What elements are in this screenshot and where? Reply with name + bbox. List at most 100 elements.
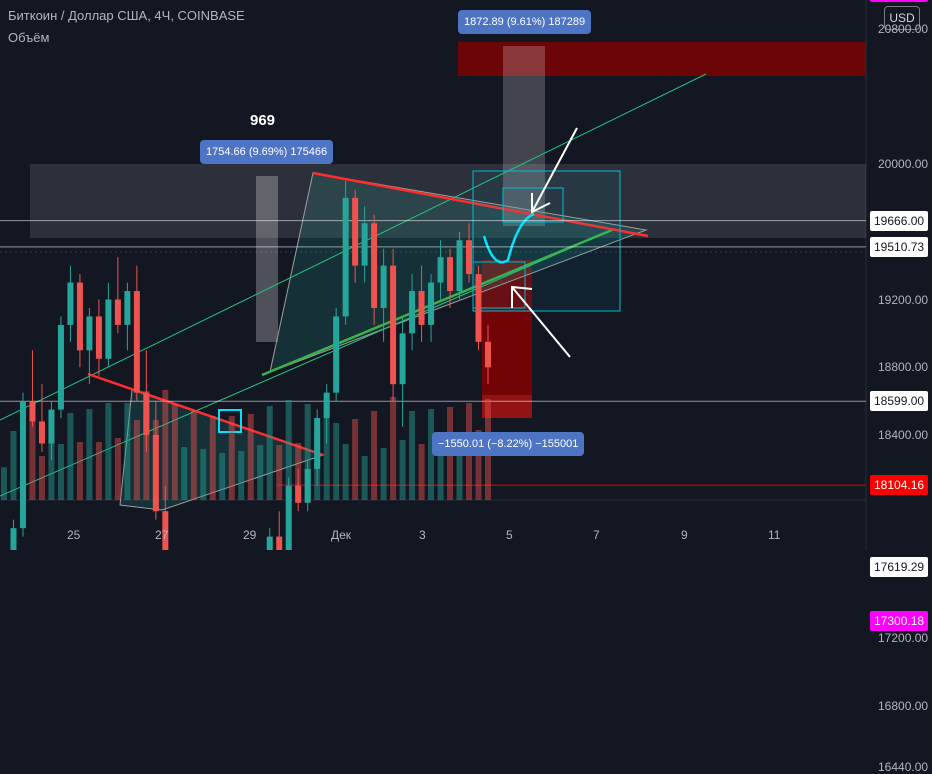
candle-body (399, 333, 406, 385)
candle-body (295, 485, 302, 503)
measure-label-1: 1754.66 (9.69%) 175466 (200, 140, 334, 164)
candle-body (304, 468, 311, 503)
y-tick-label: 20800.00 (878, 21, 929, 36)
volume-bar (352, 419, 359, 500)
measure-label-down: −1550.01 (−8.22%) −155001 (432, 432, 585, 456)
y-tick-label: 16440.00 (878, 759, 929, 774)
price-chart[interactable] (0, 0, 932, 550)
candle-body (380, 265, 387, 308)
candle-body (485, 341, 491, 368)
candlesticks (10, 180, 491, 550)
candle-body (342, 197, 349, 317)
candle-body (466, 240, 473, 275)
candle-body (314, 418, 321, 469)
volume-bar (114, 438, 121, 500)
volume-bar (219, 453, 226, 500)
cyan-box-marker (218, 409, 242, 433)
x-tick-label: 3 (419, 528, 426, 542)
volume-bar (124, 403, 131, 500)
candle-body (428, 282, 435, 325)
candle-body (352, 197, 359, 266)
y-tick-label: 19200.00 (878, 292, 929, 307)
arrow-up-icon (511, 285, 571, 358)
volume-bar (428, 409, 435, 500)
candle-body (276, 536, 283, 550)
volume-bar (409, 411, 416, 500)
volume-bar (29, 421, 36, 500)
volume-bar (437, 444, 444, 500)
volume-bar (190, 410, 197, 500)
x-tick-label: 29 (243, 528, 257, 542)
candle-body (285, 485, 292, 550)
volume-bar (133, 420, 140, 500)
x-tick-label: Дек (331, 528, 352, 542)
currency-button[interactable]: USD (884, 6, 920, 30)
candle-body (266, 536, 273, 550)
candle-body (38, 421, 45, 444)
volume-bar (342, 444, 349, 500)
volume-bar (76, 442, 83, 500)
candle-body (133, 291, 140, 393)
measure-down-bar (482, 260, 532, 418)
candle-body (143, 392, 150, 435)
candle-body (105, 299, 112, 359)
candle-body (323, 392, 330, 419)
candle-body (57, 324, 64, 410)
candle-body (86, 316, 93, 351)
volume-bar (456, 438, 463, 500)
candle-body (409, 291, 416, 334)
measure-up-bar-1 (256, 176, 278, 342)
y-tick-label: 20000.00 (878, 157, 929, 171)
volume-bar (95, 442, 102, 500)
x-tick-label: 9 (681, 528, 688, 542)
candle-body (48, 409, 55, 444)
volume-bar (1, 467, 7, 500)
volume-bar (380, 448, 387, 500)
volume-label: Объём (8, 30, 50, 45)
arrow-down-icon (531, 127, 578, 214)
candle-body (162, 511, 169, 550)
candle-body (29, 401, 36, 422)
volume-bar (399, 440, 406, 500)
volume-bar (105, 403, 112, 500)
candle-body (95, 316, 102, 359)
candle-body (437, 257, 444, 283)
candle-body (418, 291, 425, 325)
volume-bar (67, 413, 74, 500)
volume-bar (57, 444, 64, 500)
price-level-tag: 17619.29 (870, 557, 929, 578)
volume-bar (475, 430, 482, 500)
y-tick-label: 17200.00 (878, 631, 929, 646)
volume-bar (390, 397, 397, 500)
volume-bar (333, 423, 340, 500)
cyan-box-top (502, 187, 564, 223)
volume-bar (162, 390, 169, 500)
candle-body (19, 401, 26, 529)
candle-body (114, 299, 121, 325)
volume-bar (323, 398, 330, 500)
volume-bar (209, 416, 216, 500)
volume-bar (276, 445, 283, 500)
resistance-line-red (312, 171, 649, 238)
price-level-tag: 21013.16 (870, 0, 929, 3)
candle-body (371, 223, 378, 308)
y-tick-label: 16800.00 (878, 699, 929, 713)
price-level-tag: 19510.73 (870, 236, 929, 257)
x-tick-label: 25 (67, 528, 81, 542)
candle-body (124, 291, 131, 325)
resistance-zone (30, 164, 866, 238)
y-tick-label: 18800.00 (878, 360, 929, 375)
volume-bar (38, 456, 45, 500)
candle-body (361, 223, 368, 266)
resistance-line-red-lower (87, 372, 324, 457)
volume-bar (266, 406, 273, 500)
volume-bar (10, 431, 17, 500)
candle-body (67, 282, 74, 325)
candle-body (152, 435, 159, 512)
candle-body (333, 316, 340, 393)
volume-bar (48, 421, 55, 500)
volume-bar (285, 400, 292, 500)
candle-body (447, 257, 454, 292)
measure-up-bar-2 (503, 46, 545, 226)
x-tick-label: 11 (768, 528, 781, 542)
